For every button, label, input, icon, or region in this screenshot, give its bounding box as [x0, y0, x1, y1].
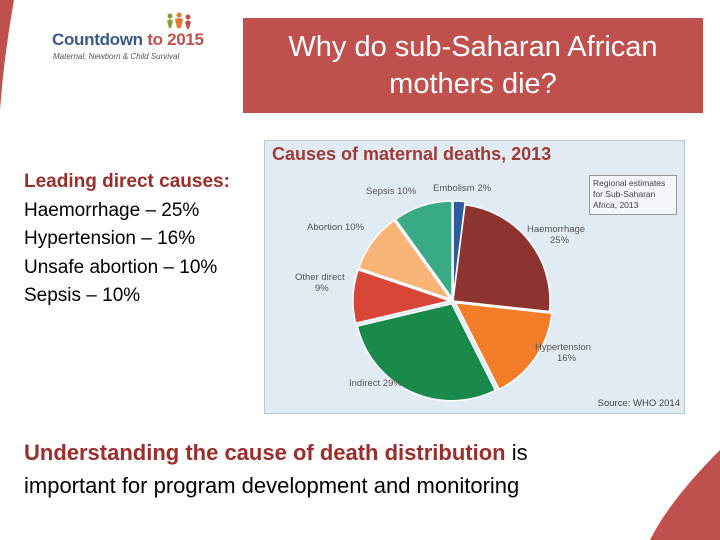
slice-label: Embolism 2%: [433, 183, 492, 194]
slide-title: Why do sub-Saharan African mothers die?: [243, 18, 703, 113]
logo-text: Countdown to 2015: [52, 30, 204, 49]
cause-item: Sepsis – 10%: [24, 285, 141, 306]
chart-note: Regional estimates for Sub-Saharan Afric…: [589, 175, 677, 215]
bottom-text-line-2: important for program development and mo…: [24, 473, 520, 498]
slice-label: Abortion 10%: [307, 222, 365, 233]
countdown-logo: Countdown to 2015 Maternal, Newborn & Ch…: [52, 12, 222, 64]
slice-label: Haemorrhage 25%: [527, 224, 585, 246]
slide-title-line-2: mothers die?: [389, 67, 557, 100]
logo-subtitle: Maternal, Newborn & Child Survival: [53, 52, 180, 61]
pie-slice-hypertension: [454, 301, 553, 391]
slice-label: Indirect 29%: [349, 378, 402, 389]
chart-title: Causes of maternal deaths, 2013: [272, 144, 552, 164]
causes-list: Leading direct causes: Haemorrhage – 25%…: [24, 168, 230, 311]
slice-label: Hypertension 16%: [535, 342, 591, 364]
chart-note-line: for Sub-Saharan: [593, 189, 656, 199]
pie-slice-other-direct: [352, 268, 453, 325]
pie-slice-indirect: [356, 302, 497, 402]
causes-heading: Leading direct causes:: [24, 171, 230, 192]
corner-decoration-top-left: [0, 0, 14, 110]
slice-label: Sepsis 10%: [366, 186, 417, 197]
people-figures-icon: [167, 12, 191, 29]
cause-item: Hypertension – 16%: [24, 228, 196, 249]
pie-slice-sepsis: [394, 200, 453, 301]
logo-year: to 2015: [147, 30, 204, 49]
pie-slice-haemorrhage: [452, 203, 551, 313]
chart-source: Source: WHO 2014: [597, 398, 680, 409]
bottom-statement: Understanding the cause of death distrib…: [24, 436, 664, 502]
slide-title-line-1: Why do sub-Saharan African: [288, 31, 658, 64]
slice-label: Other direct 9%: [295, 272, 345, 294]
chart-note-line: Regional estimates: [593, 178, 666, 188]
pie-slice-abortion: [357, 219, 453, 301]
bottom-text-rest: is: [505, 440, 528, 465]
cause-item: Unsafe abortion – 10%: [24, 256, 218, 278]
bottom-emphasis: Understanding the cause of death distrib…: [24, 440, 506, 465]
corner-decoration-bottom-right: [650, 450, 720, 540]
pie-chart: Embolism 2% Haemorrhage 25% Hypertension 16%…: [295, 183, 591, 402]
cause-item: Haemorrhage – 25%: [24, 199, 200, 221]
chart-panel: Embolism 2% Haemorrhage 25% Hypertension 16%…: [264, 140, 685, 414]
chart-note-line: Africa, 2013: [593, 200, 639, 210]
